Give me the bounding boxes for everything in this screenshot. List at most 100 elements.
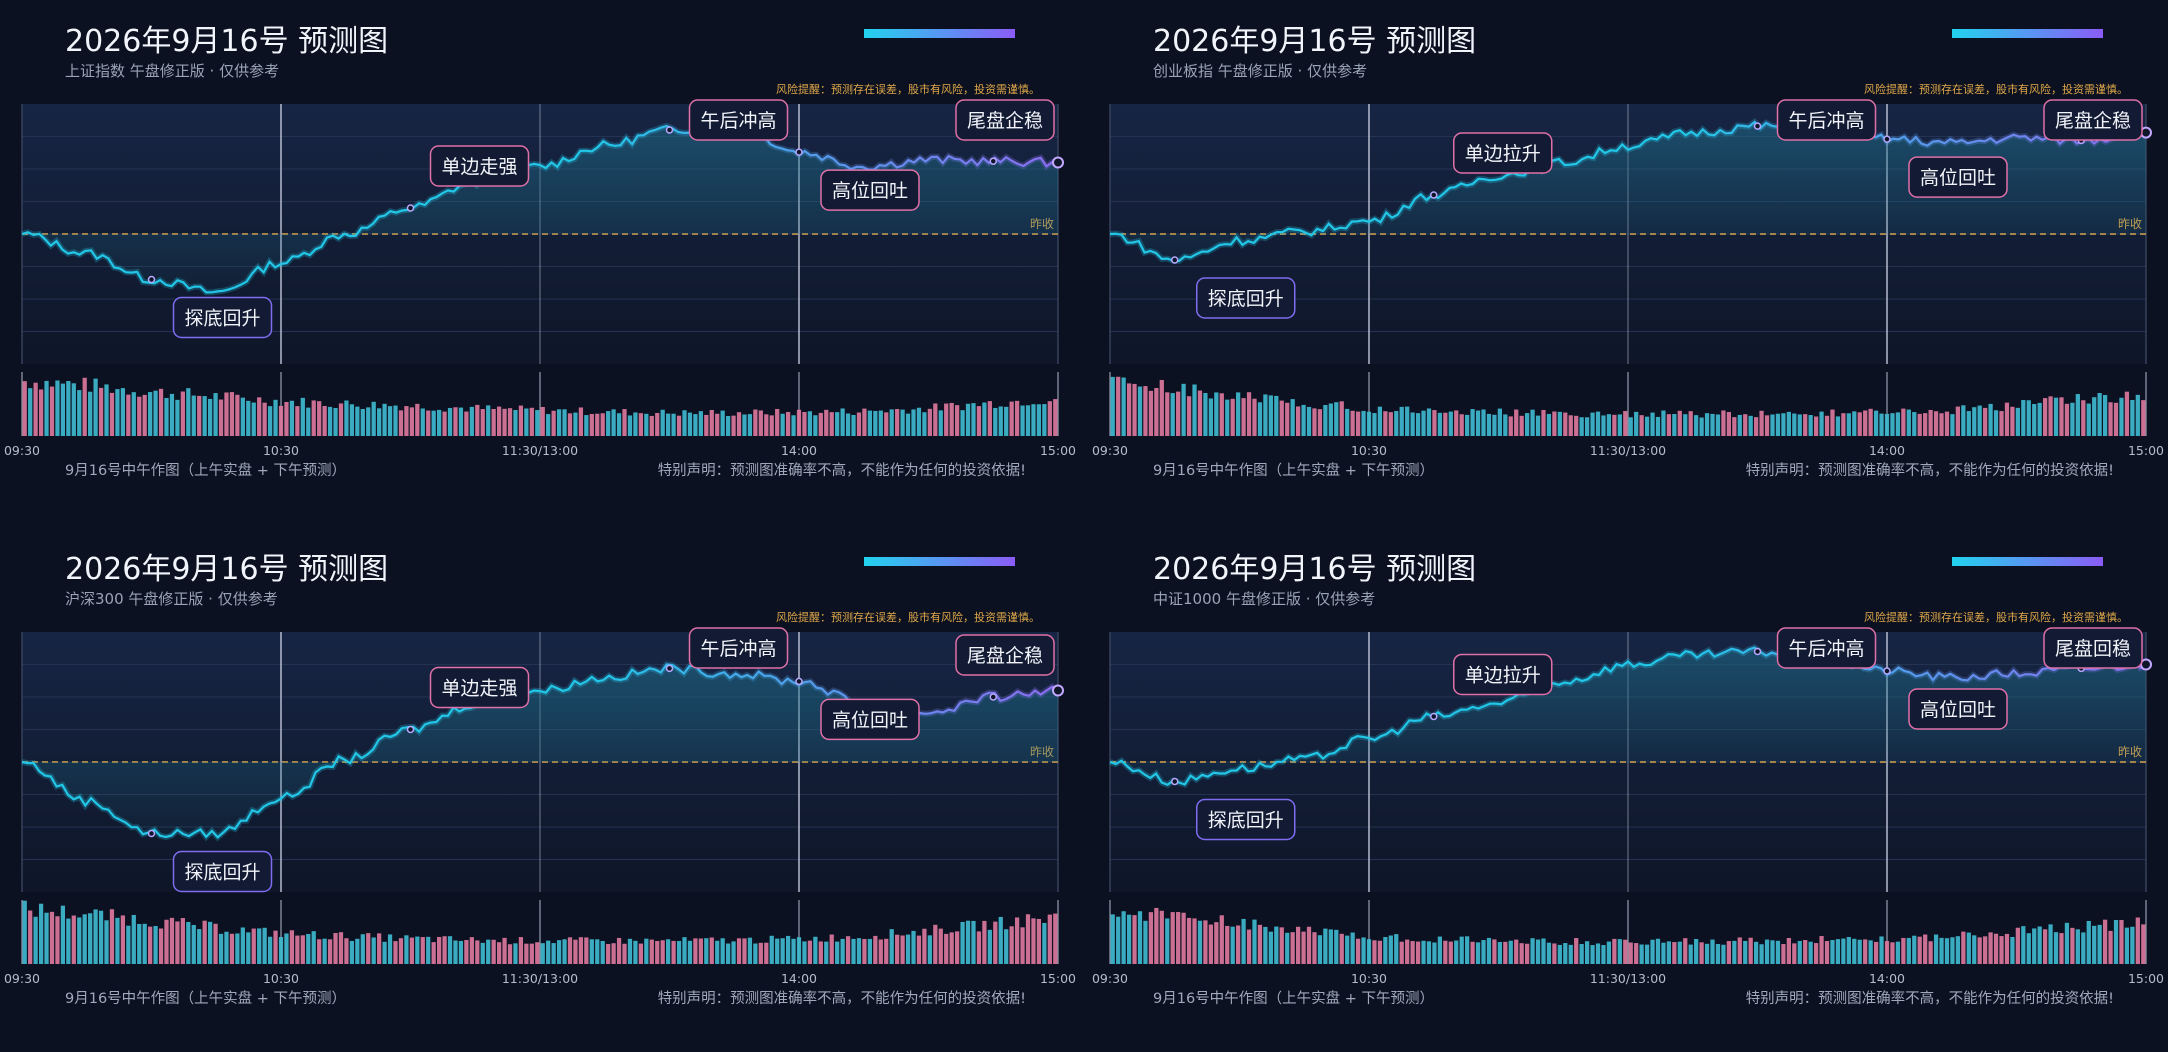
volume-bar — [2119, 397, 2124, 436]
forecast-chart: 昨收探底回升单边拉升午后冲高高位回吐尾盘回稳09:3010:3011:30/13… — [1092, 627, 2164, 986]
volume-bar — [1830, 409, 1835, 436]
volume-bar — [1781, 944, 1786, 964]
price-line — [21, 120, 1059, 294]
volume-bar — [38, 903, 44, 964]
volume-bar — [1933, 934, 1939, 964]
volume-bar — [333, 408, 338, 436]
volume-bar — [922, 412, 927, 436]
annotation-box — [820, 698, 920, 741]
volume-bar — [807, 411, 813, 436]
price-line — [1109, 120, 2147, 262]
price-line — [1109, 646, 2147, 787]
annotation-box — [1196, 277, 1296, 319]
volume-bar — [137, 923, 142, 964]
volume-bar — [1846, 413, 1851, 436]
volume-bar — [1246, 392, 1252, 436]
risk-note: 风险提醒：预测存在误差，股市有风险，投资需谨慎。 — [1864, 611, 2128, 624]
volume-bar — [1852, 938, 1857, 964]
volume-bar — [2081, 400, 2086, 436]
volume-bar — [1841, 413, 1846, 436]
x-tick-label: 15:00 — [2128, 443, 2164, 458]
volume-bar — [33, 382, 38, 436]
volume-bar — [824, 409, 829, 436]
volume-bar — [1966, 411, 1971, 436]
volume-bar — [371, 401, 376, 436]
volume-bar — [753, 409, 758, 436]
chart-title: 2026年9月16号 预测图 — [1153, 552, 1477, 587]
volume-bar — [22, 900, 27, 964]
volume-bar — [1579, 944, 1584, 964]
annotation-label: 探底回升 — [1208, 810, 1284, 832]
volume-bar — [878, 410, 883, 436]
volume-bar — [551, 410, 556, 436]
volume-bar — [1563, 943, 1568, 964]
volume-bar — [600, 413, 605, 436]
volume-bar — [895, 408, 900, 436]
volume-bar — [1786, 411, 1791, 436]
volume-bar — [1530, 409, 1535, 436]
volume-bar — [1492, 414, 1497, 436]
volume-bar — [1186, 396, 1192, 436]
volume-bar — [1036, 918, 1042, 964]
volume-bar — [1634, 411, 1639, 436]
volume-bar — [1857, 412, 1862, 436]
volume-bar — [186, 922, 191, 964]
volume-bar — [785, 935, 791, 964]
volume-bar — [2097, 393, 2102, 436]
volume-bar — [998, 406, 1003, 436]
volume-bar — [720, 410, 725, 436]
volume-bar — [638, 413, 643, 436]
volume-bar — [927, 408, 932, 436]
volume-bar — [1699, 942, 1704, 964]
volume-bar — [104, 920, 109, 964]
chart-title: 2026年9月16号 预测图 — [65, 24, 389, 59]
volume-bar — [2015, 927, 2020, 964]
volume-bar — [644, 413, 649, 436]
volume-bar — [1361, 937, 1366, 964]
volume-bar — [905, 413, 911, 436]
volume-bar — [982, 920, 987, 964]
volume-bar — [1170, 393, 1175, 436]
volume-bar — [317, 401, 322, 436]
volume-bar — [1486, 413, 1492, 436]
volume-bar — [1546, 413, 1552, 436]
volume-bar — [355, 406, 360, 436]
volume-bar — [349, 404, 355, 436]
volume-bar — [671, 413, 676, 436]
volume-bar — [895, 934, 900, 964]
volume-bar — [197, 395, 202, 436]
volume-bar — [856, 412, 862, 436]
volume-bar — [502, 408, 507, 436]
volume-bar — [2086, 403, 2091, 436]
volume-bar — [584, 415, 589, 436]
volume-bar — [2064, 922, 2070, 964]
chart-title: 2026年9月16号 预测图 — [1153, 24, 1477, 59]
volume-bar — [1525, 413, 1530, 436]
volume-bar — [889, 929, 894, 964]
volume-bar — [1503, 414, 1508, 436]
volume-bar — [1672, 942, 1677, 964]
volume-bar — [202, 920, 207, 964]
volume-bar — [469, 406, 474, 436]
volume-bar — [2075, 394, 2080, 436]
volume-bar — [1655, 416, 1661, 436]
volume-bar — [447, 936, 453, 964]
volume-bar — [518, 405, 524, 436]
volume-bar — [938, 410, 943, 436]
volume-bar — [1775, 940, 1781, 964]
volume-bar — [267, 406, 273, 436]
volume-bar — [780, 938, 785, 964]
volume-bar — [218, 399, 224, 436]
volume-bar — [240, 397, 245, 436]
volume-bar — [1721, 410, 1726, 436]
volume-bar — [224, 392, 229, 436]
volume-bar — [845, 936, 851, 964]
volume-bar — [845, 413, 851, 436]
volume-bar — [311, 931, 316, 964]
volume-bar — [2124, 391, 2130, 436]
volume-bar — [491, 939, 496, 964]
volume-bar — [295, 406, 300, 436]
volume-bar — [60, 905, 66, 964]
volume-bar — [2026, 400, 2031, 436]
annotation-label: 高位回吐 — [1920, 699, 1996, 721]
